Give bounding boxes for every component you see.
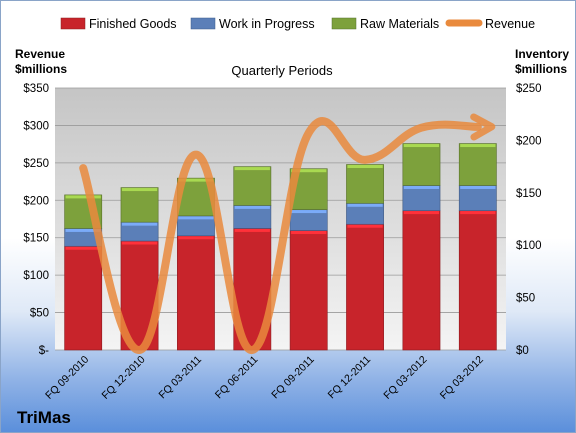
left-axis-tick-label: $150 (23, 233, 49, 245)
bar-raw-materials (402, 143, 441, 186)
x-axis-tick-label: FQ 09-2010 (43, 354, 91, 402)
bar-work-in-progress (402, 185, 441, 211)
bar-highlight-finished-goods (65, 246, 101, 250)
bar-highlight-work-in-progress (403, 185, 440, 189)
bar-highlight-work-in-progress (234, 205, 270, 209)
legend-swatch-work-in-progress (190, 17, 216, 30)
left-axis-tick-label: $50 (30, 308, 49, 320)
bar-raw-materials (233, 166, 272, 206)
bar-finished-goods (402, 210, 441, 351)
bar-raw-materials (458, 143, 497, 186)
left-axis-tick-label: $- (39, 345, 49, 357)
left-axis-title-line2: $millions (15, 62, 67, 76)
x-axis-tick-label: FQ 06-2011 (213, 354, 261, 402)
bar-finished-goods (346, 223, 384, 351)
right-axis-tick-label: $150 (516, 188, 542, 200)
legend-label-raw-materials: Raw Materials (360, 17, 439, 31)
x-axis-tick-label: FQ 03-2012 (381, 354, 429, 402)
bar-finished-goods (177, 235, 215, 351)
legend-label-finished-goods: Finished Goods (89, 17, 177, 31)
bar-highlight-work-in-progress (291, 210, 327, 214)
bar-highlight-raw-materials (460, 144, 496, 148)
bar-highlight-finished-goods (121, 241, 158, 245)
bar-highlight-work-in-progress (65, 228, 101, 232)
bar-highlight-work-in-progress (178, 216, 214, 220)
right-axis-title-line1: Inventory (515, 47, 569, 61)
bar-highlight-finished-goods (347, 224, 383, 228)
revenue-line (79, 113, 496, 354)
bar-highlight-work-in-progress (121, 222, 158, 226)
x-axis-tick-label: FQ 12-2010 (100, 354, 148, 402)
bar-highlight-finished-goods (460, 211, 496, 215)
bar-highlight-raw-materials (291, 169, 327, 173)
x-axis-tick-label: FQ 03-2011 (156, 354, 204, 402)
right-axis-tick-label: $50 (516, 293, 535, 305)
legend: Finished Goods Work in Progress Raw Mate… (60, 17, 535, 31)
legend-swatch-finished-goods (60, 17, 86, 30)
bar-highlight-work-in-progress (347, 203, 383, 207)
bar-highlight-raw-materials (121, 188, 158, 192)
revenue-line-path (79, 117, 482, 354)
right-axis-tick-label: $250 (516, 83, 542, 95)
bar-highlight-work-in-progress (460, 185, 496, 189)
right-axis-title-line2: $millions (515, 62, 567, 76)
left-axis-tick-label: $100 (23, 270, 49, 282)
bar-finished-goods (289, 230, 328, 351)
right-axis: $0 $50 $100 $150 $200 $250 (516, 83, 542, 357)
right-axis-tick-label: $200 (516, 135, 542, 147)
bar-highlight-finished-goods (178, 236, 214, 240)
chart-title: Quarterly Periods (231, 63, 333, 78)
right-axis-tick-label: $100 (516, 240, 542, 252)
bar-highlight-raw-materials (234, 167, 270, 171)
left-axis-tick-label: $350 (23, 83, 49, 95)
bar-highlight-finished-goods (403, 211, 440, 215)
bar-raw-materials (346, 164, 384, 204)
bar-finished-goods (458, 210, 497, 351)
legend-swatch-raw-materials (331, 17, 357, 30)
bar-finished-goods (64, 245, 103, 351)
legend-label-revenue: Revenue (485, 17, 535, 31)
bar-highlight-finished-goods (234, 228, 270, 232)
bar-highlight-raw-materials (65, 195, 101, 199)
bar-highlight-raw-materials (178, 178, 214, 182)
revenue-arrowhead (470, 113, 496, 141)
legend-label-work-in-progress: Work in Progress (219, 17, 315, 31)
bar-raw-materials (120, 187, 159, 223)
bar-highlight-finished-goods (291, 231, 327, 235)
x-axis: FQ 09-2010 FQ 12-2010 FQ 03-2011 FQ 06-2011… (43, 354, 486, 402)
right-axis-tick-label: $0 (516, 345, 529, 357)
bar-highlight-raw-materials (403, 144, 440, 148)
x-axis-tick-label: FQ 12-2011 (326, 354, 374, 402)
left-axis-title-line1: Revenue (15, 47, 65, 61)
bar-work-in-progress (458, 185, 497, 211)
left-axis-tick-label: $300 (23, 120, 49, 132)
brand-logo: TriMas (17, 408, 71, 427)
bar-highlight-raw-materials (347, 165, 383, 169)
left-axis-tick-label: $250 (23, 158, 49, 170)
left-axis-tick-label: $200 (23, 195, 49, 207)
x-axis-tick-label: FQ 09-2011 (269, 354, 317, 402)
left-axis: $- $50 $100 $150 $200 $250 $300 $350 (23, 83, 49, 357)
x-axis-tick-label: FQ 03-2012 (438, 354, 486, 402)
